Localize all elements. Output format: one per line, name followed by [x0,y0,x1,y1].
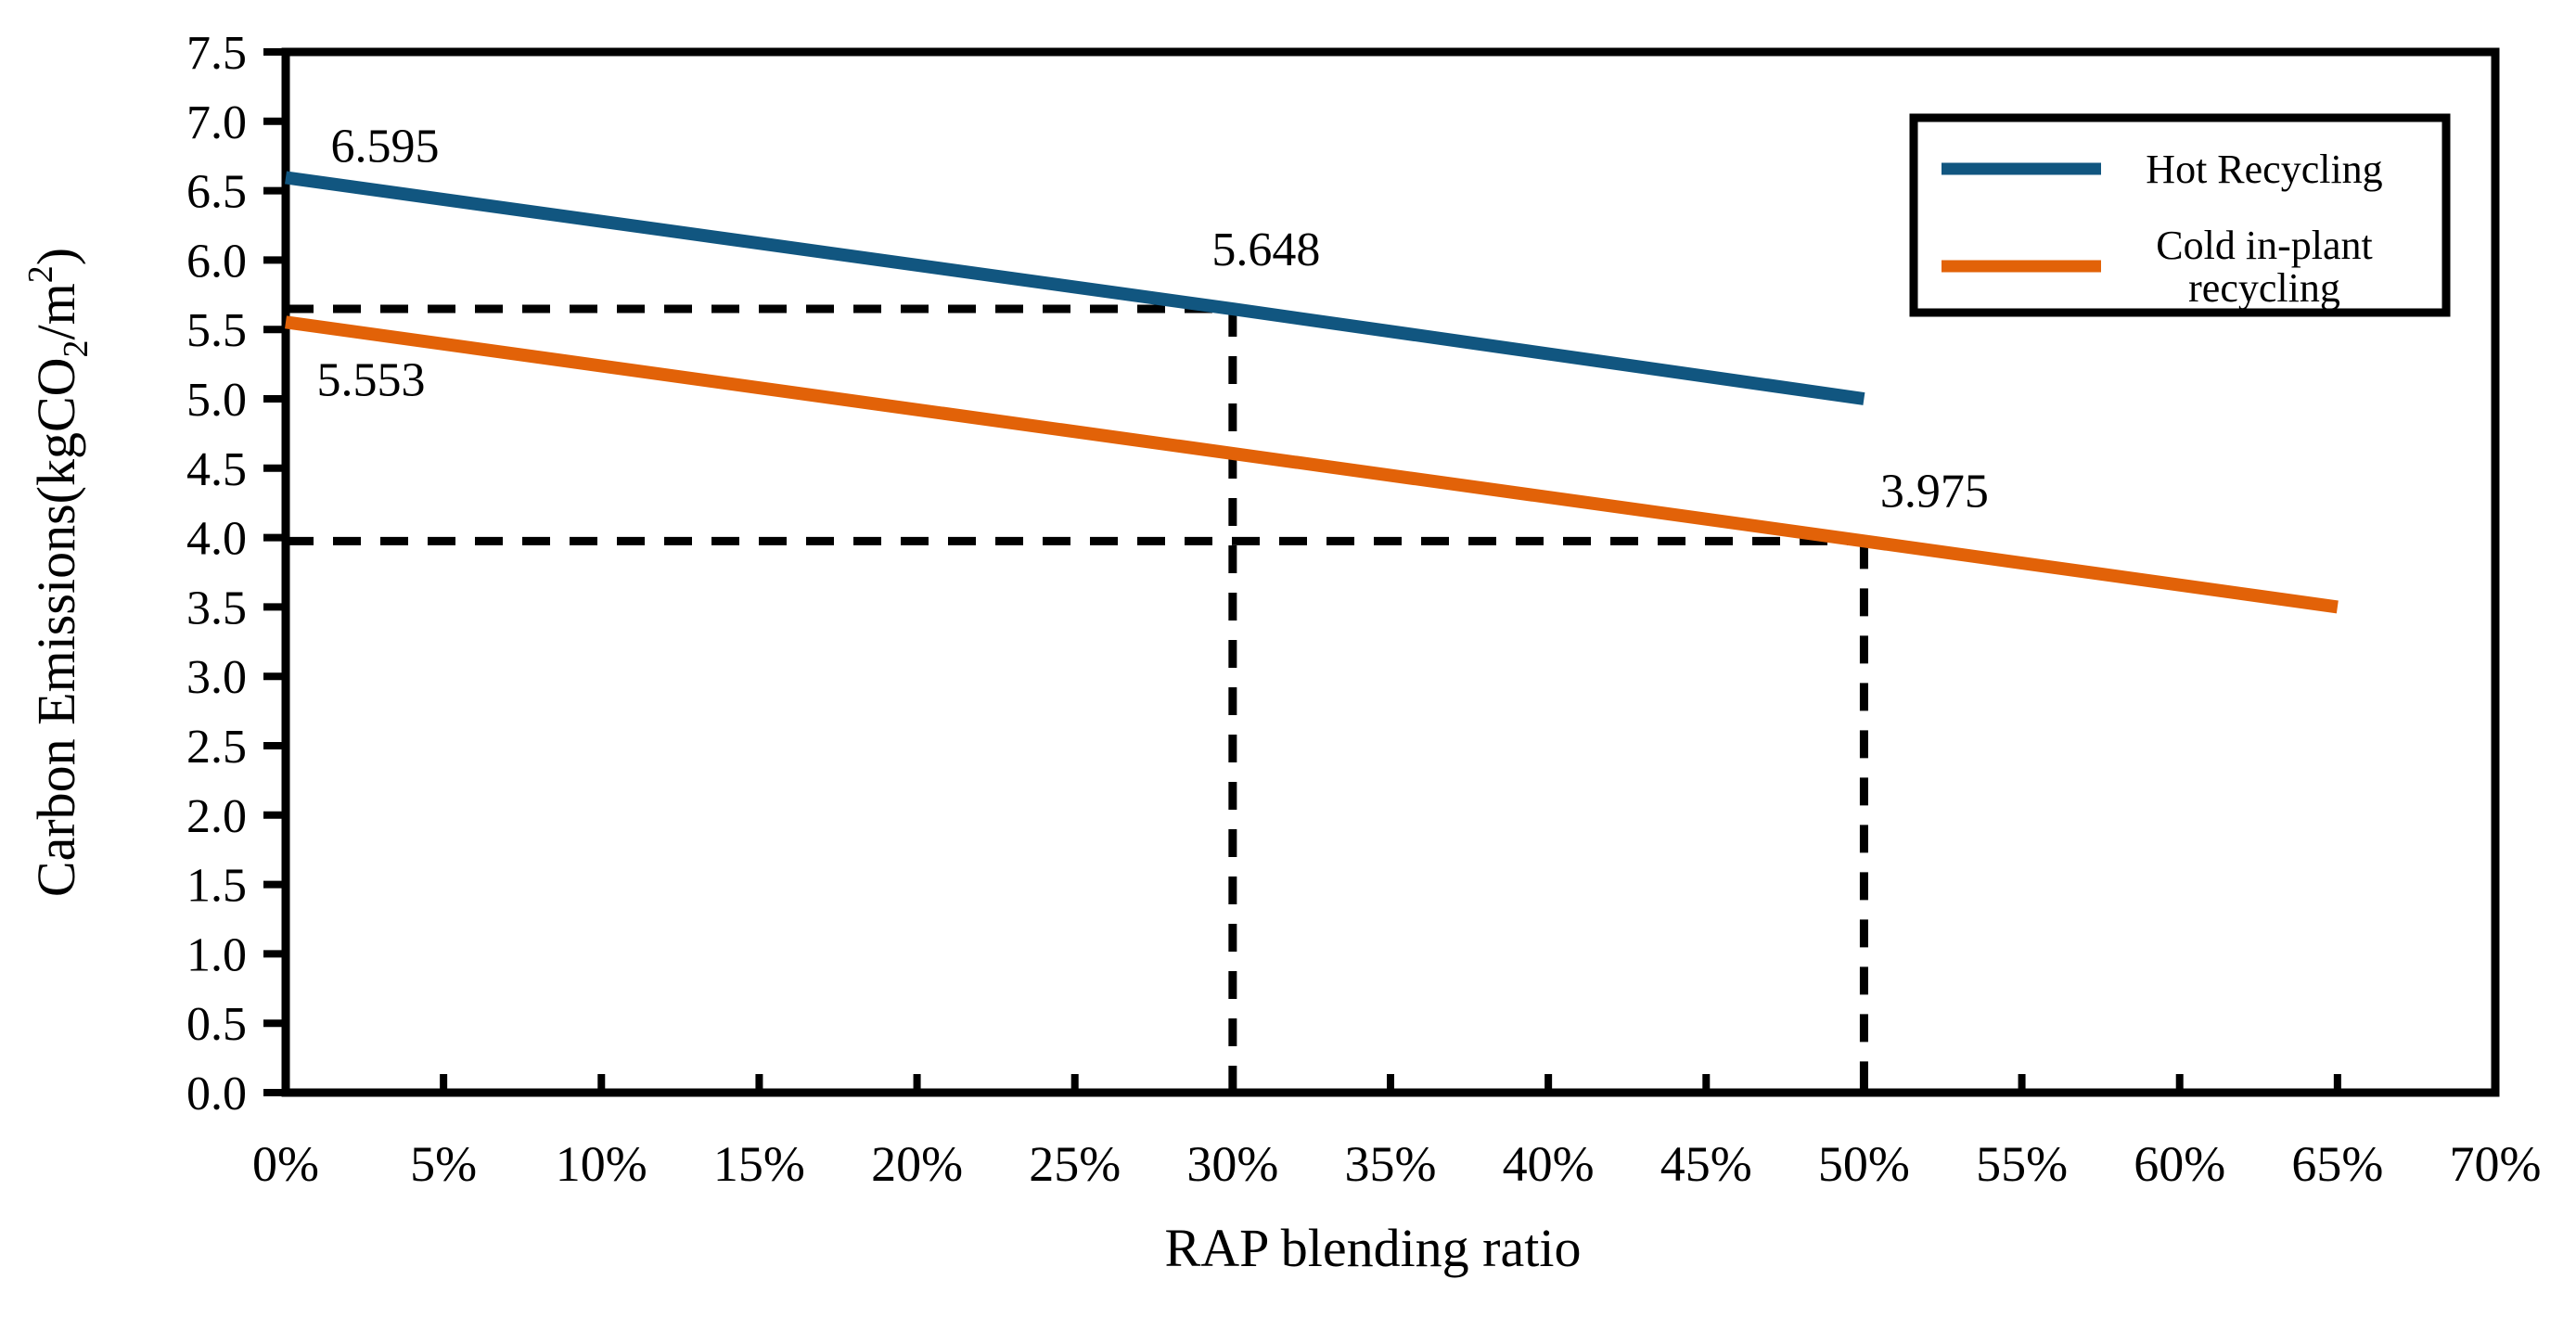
legend-box [1909,113,2451,317]
series-line-hot-recycling [285,171,1865,405]
x-tick-label: 45% [1660,1136,1752,1192]
y-tick-label: 0.5 [186,998,247,1051]
y-tick-label: 0.0 [186,1068,247,1120]
legend-label-cold-in-plant-recycling: Cold in-plant recycling [2156,223,2372,311]
annotation-3-975: 3.975 [1880,465,1989,518]
y-tick-label: 1.5 [186,860,247,913]
y-tick-label: 4.0 [186,513,247,566]
legend-label-hot-recycling: Hot Recycling [2146,147,2382,192]
x-tick-label: 50% [1818,1136,1910,1192]
y-tick-label: 3.0 [186,651,247,704]
y-tick-label: 2.0 [186,790,247,843]
y-axis-title: Carbon Emissions(kgCO2/m2) [21,248,96,897]
y-tick-label: 7.5 [186,27,247,80]
y-tick-label: 4.5 [186,443,247,496]
legend: Hot Recycling Cold in-plant recycling [1909,113,2451,317]
x-tick-label: 20% [871,1136,963,1192]
annotation-5-648: 5.648 [1211,224,1320,276]
annotation-5-553: 5.553 [317,353,426,406]
y-tick-label: 6.5 [186,166,247,219]
y-tick-label: 5.0 [186,374,247,427]
y-tick-label: 1.0 [186,928,247,981]
y-tick-label: 6.0 [186,235,247,288]
annotation-6-595: 6.595 [331,120,440,173]
x-tick-label: 60% [2134,1136,2225,1192]
x-tick-label: 55% [1976,1136,2068,1192]
x-tick-label: 35% [1345,1136,1437,1192]
x-tick-label: 40% [1503,1136,1595,1192]
y-tick-label: 5.5 [186,304,247,357]
y-tick-label: 3.5 [186,582,247,634]
y-tick-label: 2.5 [186,721,247,774]
y-tick-label: 7.0 [186,96,247,149]
x-tick-label: 10% [556,1136,647,1192]
x-axis-title: RAP blending ratio [1165,1218,1582,1278]
x-tick-label: 0% [252,1136,319,1192]
x-tick-label: 65% [2291,1136,2383,1192]
x-tick-label: 30% [1186,1136,1278,1192]
x-tick-label: 25% [1029,1136,1121,1192]
x-tick-label: 70% [2450,1136,2542,1192]
series-line-cold-in-plant-recycling [285,315,2339,614]
x-tick-label: 5% [410,1136,477,1192]
x-tick-label: 15% [713,1136,805,1192]
